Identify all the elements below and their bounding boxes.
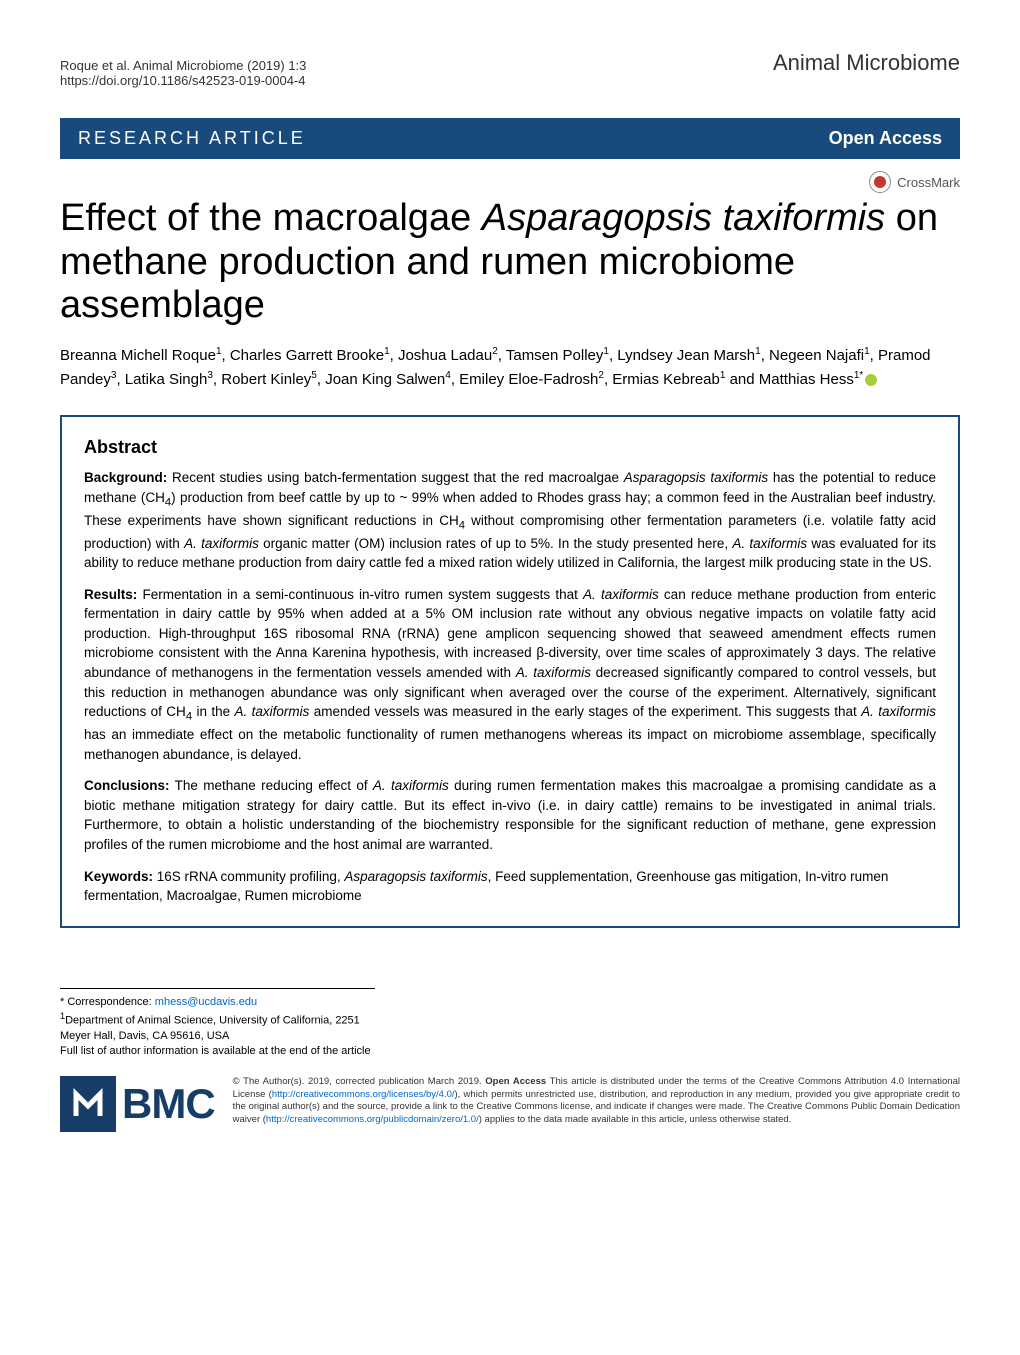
journal-name: Animal Microbiome [773,50,960,76]
crossmark-label: CrossMark [897,175,960,190]
orcid-icon[interactable] [865,374,877,386]
abstract-results: Results: Fermentation in a semi-continuo… [84,585,936,765]
authors-text: Breanna Michell Roque1, Charles Garrett … [60,347,931,388]
abstract-background: Background: Recent studies using batch-f… [84,468,936,573]
article-banner: RESEARCH ARTICLE Open Access [60,118,960,159]
abstract-heading: Abstract [84,437,936,458]
correspondence-email[interactable]: mhess@ucdavis.edu [155,996,257,1008]
crossmark-row: CrossMark [60,159,960,197]
full-author-list-note: Full list of author information is avail… [60,1044,375,1059]
article-type: RESEARCH ARTICLE [78,128,306,149]
article-title: Effect of the macroalgae Asparagopsis ta… [60,197,960,328]
abstract-conclusions: Conclusions: The methane reducing effect… [84,776,936,854]
bmc-text: BMC [122,1080,215,1128]
citation: Roque et al. Animal Microbiome (2019) 1:… [60,58,306,88]
open-access-label: Open Access [829,128,942,149]
bmc-square-icon [60,1076,116,1132]
bmc-license-row: BMC © The Author(s). 2019, corrected pub… [60,1076,960,1132]
bmc-logo: BMC [60,1076,215,1132]
abstract-keywords: Keywords: 16S rRNA community profiling, … [84,867,936,906]
license-text: © The Author(s). 2019, corrected publica… [233,1076,960,1127]
affiliation-text: Department of Animal Science, University… [60,1015,360,1042]
crossmark-badge[interactable]: CrossMark [869,171,960,193]
correspondence-block: * Correspondence: mhess@ucdavis.edu 1Dep… [60,988,375,1060]
abstract-box: Abstract Background: Recent studies usin… [60,415,960,928]
citation-line2: https://doi.org/10.1186/s42523-019-0004-… [60,73,306,88]
crossmark-icon [869,171,891,193]
author-list: Breanna Michell Roque1, Charles Garrett … [60,344,960,391]
citation-line1: Roque et al. Animal Microbiome (2019) 1:… [60,58,306,73]
correspondence-label: * Correspondence: [60,996,152,1008]
header-row: Roque et al. Animal Microbiome (2019) 1:… [60,50,960,88]
